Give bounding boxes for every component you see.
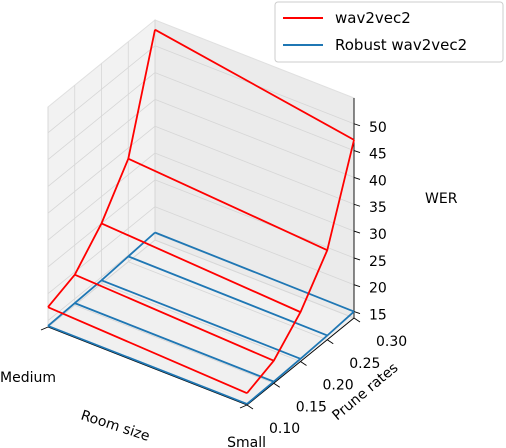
y-tick <box>273 382 280 388</box>
grid-line <box>47 72 156 160</box>
series-rung <box>47 306 248 395</box>
z-tick <box>353 123 361 127</box>
z-tick-label: 15 <box>369 308 387 324</box>
grid-line <box>128 261 328 341</box>
x-tick <box>40 326 49 331</box>
z-tick <box>353 150 361 154</box>
y-tick-label: 0.30 <box>376 334 407 350</box>
grid-line <box>154 239 355 319</box>
series-rung <box>101 222 301 313</box>
legend-box <box>274 1 504 63</box>
z-tick <box>353 284 361 288</box>
x-tick <box>239 404 248 409</box>
grid-line <box>154 206 355 286</box>
chart-axes <box>40 98 361 410</box>
z-tick <box>353 257 361 261</box>
legend-label-wav2vec2: wav2vec2 <box>335 9 411 27</box>
z-tick <box>353 176 361 180</box>
x-axis-line <box>47 326 248 406</box>
grid-line <box>74 304 274 384</box>
series-layer <box>47 28 355 405</box>
grid-line <box>154 179 355 259</box>
z-tick <box>353 311 361 314</box>
grid-line <box>47 125 156 214</box>
grid-line <box>47 152 156 241</box>
series-curve <box>47 29 156 308</box>
z-tick-label: 30 <box>369 227 387 243</box>
z-tick-label: 45 <box>369 147 387 163</box>
x-axis-label: Room size <box>79 408 152 445</box>
z-tick-label: 35 <box>369 200 387 216</box>
y-tick-label: 0.20 <box>323 378 354 394</box>
z-tick <box>353 230 361 234</box>
z-axis-label: WER <box>425 191 458 207</box>
legend: wav2vec2 Robust wav2vec2 <box>274 1 504 63</box>
z-tick <box>353 203 361 207</box>
y-tick <box>300 361 307 366</box>
series-rung <box>154 231 355 313</box>
series-rung <box>74 302 275 383</box>
series-wav2vec2 <box>47 28 355 395</box>
z-tick-label: 25 <box>369 254 387 270</box>
z-tick-label: 20 <box>369 281 387 297</box>
series-rung <box>47 325 248 405</box>
grid-line <box>47 206 156 295</box>
y-tick <box>353 317 361 323</box>
grid-line <box>47 45 156 134</box>
z-tick-label: 40 <box>369 173 387 189</box>
x-tick-label: Medium <box>0 370 56 386</box>
chart-grid <box>47 20 355 406</box>
series-rung <box>74 273 275 362</box>
grid-line <box>154 72 355 151</box>
y-tick-label: 0.25 <box>349 356 380 372</box>
series-rung <box>101 279 301 360</box>
legend-label-robust-wav2vec2: Robust wav2vec2 <box>335 36 467 54</box>
series-rung <box>154 28 355 141</box>
y-tick <box>246 404 254 410</box>
chart-panes <box>47 18 355 406</box>
series-rung <box>127 157 328 251</box>
x-tick-label: Small <box>227 435 266 448</box>
grid-line <box>154 99 355 178</box>
y-tick-label: 0.15 <box>296 399 327 415</box>
y-tick <box>327 339 334 345</box>
grid-line <box>154 125 355 205</box>
z-tick-label: 50 <box>369 120 387 136</box>
grid-line <box>101 283 301 362</box>
grid-line <box>154 152 355 232</box>
y-tick-label: 0.10 <box>269 421 300 437</box>
